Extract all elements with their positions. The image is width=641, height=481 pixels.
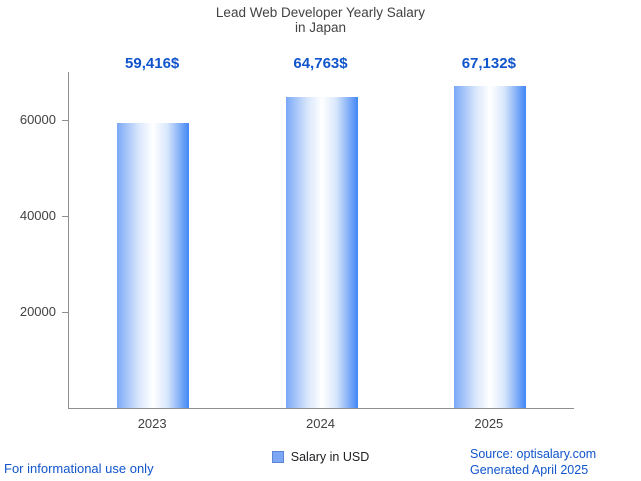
value-labels: 59,416$ 64,763$ 67,132$: [68, 55, 573, 75]
bar-value-label: 64,763$: [293, 55, 348, 72]
x-tick-label: 2023: [137, 416, 167, 431]
x-tick-label: 2024: [306, 416, 335, 431]
y-tick-label: 20000: [19, 304, 56, 319]
disclaimer-text: For informational use only: [4, 461, 154, 476]
y-tick-mark: [62, 312, 68, 313]
source-link[interactable]: Source: optisalary.com: [470, 447, 597, 461]
bar-2025: [453, 85, 526, 408]
chart-title-line2: in Japan: [294, 20, 347, 35]
legend-label: Salary in USD: [290, 450, 370, 464]
bars-layer: [69, 72, 574, 408]
generated-date: Generated April 2025: [470, 463, 589, 477]
chart-title: Lead Web Developer Yearly Salary in Japa…: [0, 5, 641, 35]
y-axis: 20000 40000 60000: [0, 72, 68, 408]
bar-value-label: 59,416$: [125, 55, 180, 72]
plot-area: [68, 72, 574, 409]
y-tick-label: 60000: [19, 112, 56, 127]
bar-2024: [285, 97, 358, 408]
bar-value-label: 67,132$: [461, 55, 516, 72]
y-tick-label: 40000: [19, 208, 56, 223]
y-tick-mark: [62, 120, 68, 121]
legend-swatch-icon: [271, 451, 284, 463]
x-axis-labels: 2023 2024 2025: [68, 416, 573, 434]
bar-2023: [117, 122, 190, 408]
legend: Salary in USD: [0, 450, 641, 464]
source-block: Source: optisalary.com Generated April 2…: [470, 446, 635, 478]
y-tick-mark: [62, 216, 68, 217]
x-tick-label: 2025: [474, 416, 504, 431]
chart-title-line1: Lead Web Developer Yearly Salary: [215, 5, 426, 20]
